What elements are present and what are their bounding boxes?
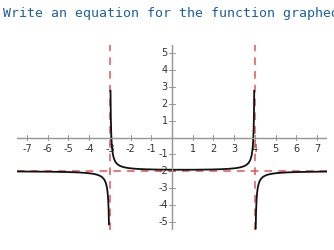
Text: 5: 5 bbox=[273, 144, 279, 154]
Text: 3: 3 bbox=[162, 82, 168, 92]
Text: -6: -6 bbox=[43, 144, 52, 154]
Text: -5: -5 bbox=[158, 216, 168, 226]
Text: 2: 2 bbox=[162, 99, 168, 109]
Text: -4: -4 bbox=[158, 200, 168, 210]
Text: -7: -7 bbox=[22, 144, 32, 154]
Text: 1: 1 bbox=[190, 144, 196, 154]
Text: 1: 1 bbox=[162, 116, 168, 126]
Text: 3: 3 bbox=[231, 144, 237, 154]
Text: 4: 4 bbox=[252, 144, 258, 154]
Text: 5: 5 bbox=[162, 48, 168, 58]
Text: -1: -1 bbox=[147, 144, 156, 154]
Text: 6: 6 bbox=[293, 144, 299, 154]
Text: -3: -3 bbox=[105, 144, 115, 154]
Text: -2: -2 bbox=[158, 166, 168, 176]
Text: 7: 7 bbox=[314, 144, 320, 154]
Text: -5: -5 bbox=[63, 144, 73, 154]
Text: 2: 2 bbox=[210, 144, 216, 154]
Text: 4: 4 bbox=[162, 65, 168, 75]
Text: -2: -2 bbox=[126, 144, 136, 154]
Text: Write an equation for the function graphed below: Write an equation for the function graph… bbox=[3, 8, 334, 20]
Text: -3: -3 bbox=[158, 183, 168, 193]
Text: -4: -4 bbox=[85, 144, 94, 154]
Text: -1: -1 bbox=[158, 149, 168, 159]
